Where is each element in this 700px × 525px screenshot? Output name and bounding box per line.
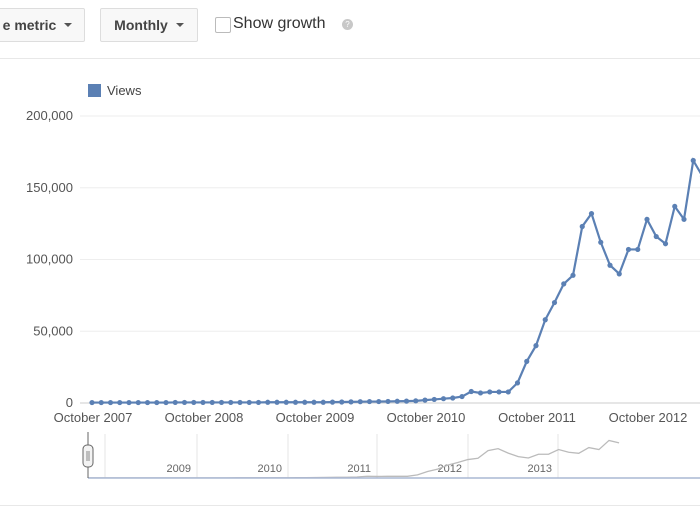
data-point: [292, 399, 299, 405]
data-point: [107, 399, 114, 406]
data-point: [431, 396, 437, 403]
chevron-down-icon: [64, 23, 73, 27]
legend-label: Views: [107, 83, 142, 98]
x-tick-label: October 2007: [54, 410, 133, 425]
data-point: [329, 399, 336, 405]
period-dropdown-label: Monthly: [114, 17, 168, 33]
data-point: [89, 399, 95, 406]
data-point: [376, 398, 382, 405]
data-point: [154, 399, 160, 406]
data-point: [172, 399, 178, 406]
data-point: [366, 398, 373, 405]
data-point: [542, 317, 548, 323]
navigator-year-label: 2012: [438, 463, 462, 475]
data-point: [228, 399, 234, 406]
data-point: [598, 239, 604, 245]
data-point: [459, 393, 465, 400]
data-point: [570, 272, 576, 278]
data-point: [440, 396, 447, 402]
toolbar-divider: [0, 58, 700, 59]
data-point: [625, 246, 632, 253]
data-point: [255, 399, 262, 406]
data-point: [514, 380, 521, 386]
data-point: [302, 399, 308, 405]
data-point: [200, 399, 206, 406]
data-point: [237, 399, 243, 406]
data-point: [681, 216, 687, 222]
navigator-year-label: 2009: [167, 463, 191, 475]
data-point: [422, 397, 428, 403]
navigator-year-label: 2010: [258, 463, 282, 475]
data-point: [218, 399, 225, 406]
data-point: [496, 389, 502, 395]
data-point: [283, 399, 289, 405]
data-point: [357, 399, 363, 405]
data-point: [348, 399, 354, 405]
show-growth-label[interactable]: Show growth: [233, 15, 326, 32]
data-point: [403, 398, 410, 404]
period-dropdown[interactable]: Monthly: [100, 8, 198, 42]
x-tick-label: October 2011: [498, 410, 576, 425]
data-point: [98, 399, 104, 406]
data-point: [579, 223, 585, 230]
data-point: [690, 157, 696, 164]
data-point: [413, 398, 419, 404]
data-point: [533, 343, 539, 349]
data-point: [126, 399, 132, 406]
data-point: [191, 399, 197, 406]
legend-swatch: [88, 84, 101, 97]
navigator-background: [82, 436, 700, 479]
data-point: [635, 246, 641, 253]
data-point: [588, 210, 595, 217]
data-point: [274, 399, 280, 405]
x-tick-label: October 2009: [276, 410, 355, 425]
x-tick-label: October 2008: [165, 410, 244, 425]
data-point: [468, 388, 474, 395]
y-tick-label: 150,000: [26, 180, 73, 195]
navigator-year-label: 2013: [528, 463, 552, 475]
metric-dropdown-label: e metric: [2, 17, 57, 33]
y-tick-label: 0: [66, 395, 73, 410]
data-point: [616, 271, 622, 277]
data-point: [265, 399, 271, 405]
data-point: [117, 399, 123, 406]
data-point: [487, 389, 493, 395]
data-point: [135, 399, 141, 406]
data-point: [524, 358, 530, 364]
data-point: [672, 203, 678, 210]
bottom-divider: [0, 505, 700, 506]
data-point: [505, 389, 511, 395]
x-tick-label: October 2010: [387, 410, 466, 425]
data-point: [394, 398, 400, 404]
data-point: [320, 399, 326, 405]
data-point: [662, 241, 669, 247]
data-point: [144, 399, 151, 406]
data-point: [181, 399, 188, 406]
help-icon[interactable]: ?: [342, 19, 353, 30]
data-point: [209, 399, 215, 406]
data-point: [477, 390, 484, 396]
y-tick-label: 50,000: [33, 323, 73, 338]
y-tick-label: 100,000: [26, 252, 73, 267]
data-point: [607, 262, 613, 268]
y-tick-label: 200,000: [26, 108, 73, 123]
data-point: [246, 399, 252, 406]
data-point: [561, 281, 567, 287]
navigator-handle[interactable]: [82, 444, 94, 468]
views-line: [92, 157, 700, 404]
show-growth-checkbox[interactable]: [215, 17, 231, 33]
data-point: [163, 399, 169, 406]
chevron-down-icon: [175, 23, 184, 27]
x-tick-label: October 2012: [609, 410, 688, 425]
data-point: [644, 216, 650, 222]
data-point: [551, 299, 558, 306]
data-point: [339, 399, 345, 405]
data-point: [385, 398, 391, 405]
data-point: [450, 395, 456, 401]
data-point: [311, 399, 317, 405]
metric-dropdown[interactable]: e metric: [0, 8, 85, 42]
navigator-year-label: 2011: [347, 463, 371, 475]
data-point: [653, 233, 659, 240]
